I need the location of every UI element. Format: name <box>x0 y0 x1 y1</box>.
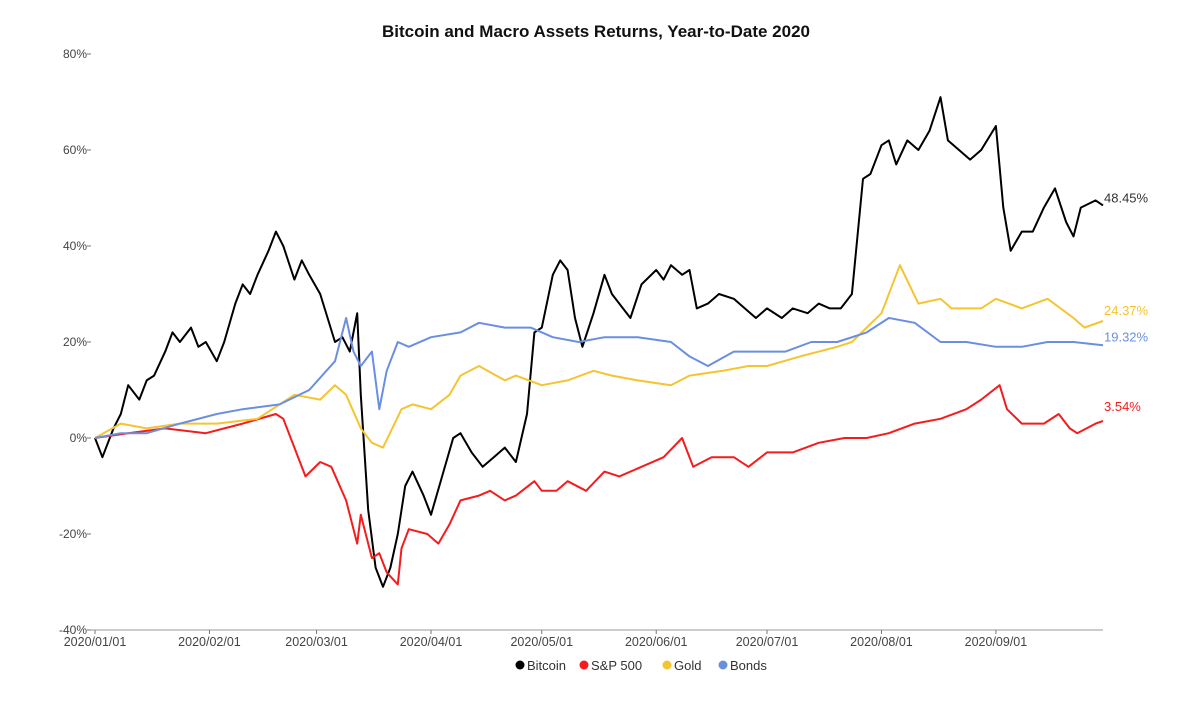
legend-marker-gold <box>662 660 672 670</box>
y-tick-label: -40% <box>59 623 87 637</box>
legend-label-s-p-500: S&P 500 <box>591 658 642 673</box>
series-line-s-p-500 <box>94 384 1104 586</box>
series-line-bitcoin <box>94 96 1104 588</box>
legend-marker-bonds <box>718 660 728 670</box>
series-line-bonds <box>94 317 1104 439</box>
y-tick-label: 20% <box>63 335 87 349</box>
legend-label-gold: Gold <box>674 658 701 673</box>
end-label-s-p-500: 3.54% <box>1104 399 1141 414</box>
y-tick-label: -20% <box>59 527 87 541</box>
end-label-bitcoin: 48.45% <box>1104 190 1149 205</box>
x-tick-label: 2020/08/01 <box>850 635 913 649</box>
end-label-bonds: 19.32% <box>1104 329 1149 344</box>
end-label-gold: 24.37% <box>1104 303 1149 318</box>
x-tick-label: 2020/06/01 <box>625 635 688 649</box>
y-tick-label: 40% <box>63 239 87 253</box>
legend-marker-bitcoin <box>515 660 525 670</box>
x-tick-label: 2020/02/01 <box>178 635 241 649</box>
chart-title: Bitcoin and Macro Assets Returns, Year-t… <box>382 22 810 41</box>
x-tick-label: 2020/01/01 <box>64 635 127 649</box>
x-tick-label: 2020/04/01 <box>400 635 463 649</box>
y-tick-label: 80% <box>63 47 87 61</box>
x-tick-label: 2020/03/01 <box>285 635 348 649</box>
legend-marker-s-p-500 <box>579 660 589 670</box>
legend-label-bonds: Bonds <box>730 658 767 673</box>
x-tick-label: 2020/07/01 <box>736 635 799 649</box>
y-tick-label: 60% <box>63 143 87 157</box>
series-line-gold <box>94 264 1104 449</box>
x-tick-label: 2020/09/01 <box>965 635 1028 649</box>
x-tick-label: 2020/05/01 <box>510 635 573 649</box>
y-tick-label: 0% <box>70 431 88 445</box>
legend-label-bitcoin: Bitcoin <box>527 658 566 673</box>
